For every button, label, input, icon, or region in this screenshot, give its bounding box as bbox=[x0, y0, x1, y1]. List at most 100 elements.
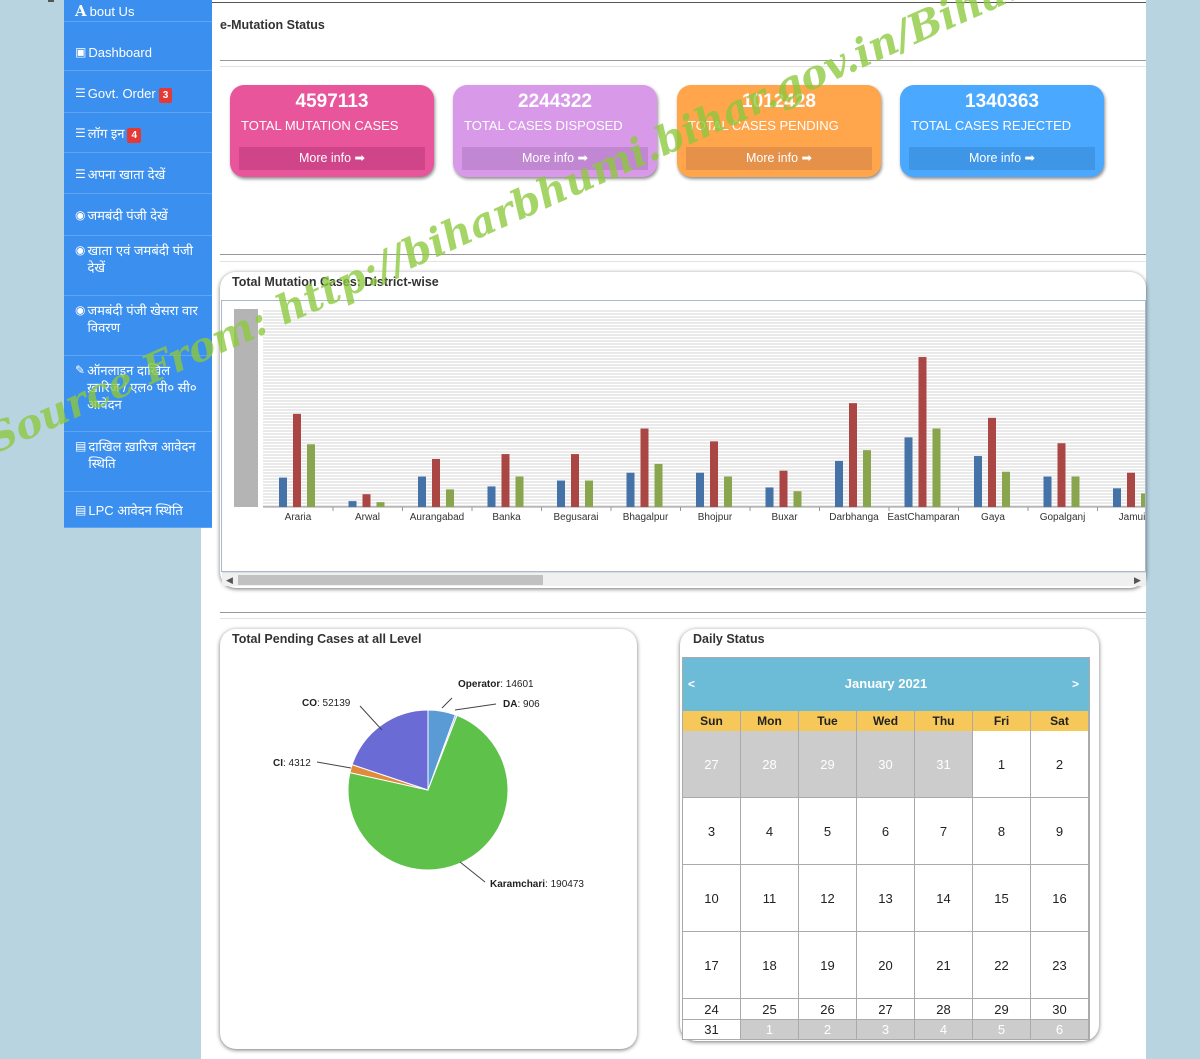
calendar-day[interactable]: 31 bbox=[683, 1020, 741, 1040]
calendar-day[interactable]: 6 bbox=[857, 798, 915, 865]
sidebar-item-label: खाता एवं जमबंदी पंजी देखें bbox=[87, 243, 194, 275]
calendar-day[interactable]: 21 bbox=[915, 932, 973, 999]
calendar-day[interactable]: 1 bbox=[741, 1020, 799, 1040]
stat-label: TOTAL CASES PENDING bbox=[688, 118, 839, 133]
sidebar-item[interactable]: ◉ खाता एवं जमबंदी पंजी देखें bbox=[64, 236, 212, 296]
calendar-day[interactable]: 2 bbox=[1031, 731, 1089, 798]
calendar-day[interactable]: 29 bbox=[973, 999, 1031, 1020]
x-tick-label: Banka bbox=[492, 512, 521, 523]
pie-label: CO: 52139 bbox=[302, 698, 351, 709]
calendar-day[interactable]: 17 bbox=[683, 932, 741, 999]
list-alt-icon: ▤ bbox=[75, 439, 87, 453]
sidebar-item[interactable]: ✎ ऑनलाइन दाखिल ख़ारिज / एल० पी० सी० आवेदन bbox=[64, 356, 212, 432]
calendar-day[interactable]: 8 bbox=[973, 798, 1031, 865]
top-border bbox=[212, 2, 1146, 3]
calendar-day[interactable]: 27 bbox=[857, 999, 915, 1020]
sidebar-item[interactable]: ☰ अपना खाता देखें bbox=[64, 154, 212, 194]
calendar-day[interactable]: 28 bbox=[915, 999, 973, 1020]
sidebar-item[interactable]: ▤ LPC आवेदन स्थिति bbox=[64, 492, 212, 528]
calendar-day[interactable]: 30 bbox=[1031, 999, 1089, 1020]
calendar-day[interactable]: 12 bbox=[799, 865, 857, 932]
sidebar-item[interactable]: ☰ लॉग इन 4 bbox=[64, 113, 212, 153]
calendar-day[interactable]: 3 bbox=[683, 798, 741, 865]
calendar-day[interactable]: 29 bbox=[799, 731, 857, 798]
bar bbox=[1043, 476, 1052, 507]
divider bbox=[220, 66, 1146, 67]
calendar-day[interactable]: 30 bbox=[857, 731, 915, 798]
calendar-day[interactable]: 5 bbox=[973, 1020, 1031, 1040]
calendar-day[interactable]: 23 bbox=[1031, 932, 1089, 999]
calendar-day[interactable]: 4 bbox=[915, 1020, 973, 1040]
more-info-link[interactable]: More info ➡ bbox=[462, 147, 648, 170]
scroll-thumb[interactable] bbox=[238, 575, 543, 585]
bar bbox=[765, 487, 774, 507]
calendar-day[interactable]: 3 bbox=[857, 1020, 915, 1040]
x-tick-label: Buxar bbox=[771, 512, 798, 523]
calendar-day-header: Wed bbox=[857, 711, 915, 731]
calendar-day[interactable]: 28 bbox=[741, 731, 799, 798]
calendar-day[interactable]: 10 bbox=[683, 865, 741, 932]
calendar-day[interactable]: 2 bbox=[799, 1020, 857, 1040]
calendar-prev-button[interactable]: < bbox=[688, 677, 696, 691]
stat-card: 2244322 TOTAL CASES DISPOSED More info ➡ bbox=[453, 85, 657, 177]
calendar: < January 2021 > Sun Mon Tue Wed Thu Fri Sat 27… bbox=[682, 657, 1090, 1040]
list-icon: ☰ bbox=[75, 125, 86, 140]
stat-card: 1012428 TOTAL CASES PENDING More info ➡ bbox=[677, 85, 881, 177]
calendar-day[interactable]: 16 bbox=[1031, 865, 1089, 932]
calendar-day[interactable]: 22 bbox=[973, 932, 1031, 999]
pie-connector bbox=[316, 761, 352, 769]
stat-card: 1340363 TOTAL CASES REJECTED More info ➡ bbox=[900, 85, 1104, 177]
calendar-day[interactable]: 6 bbox=[1031, 1020, 1089, 1040]
calendar-day[interactable]: 25 bbox=[741, 999, 799, 1020]
calendar-day[interactable]: 14 bbox=[915, 865, 973, 932]
chart-scrollbar[interactable]: ◀ ▶ bbox=[222, 572, 1146, 586]
calendar-day[interactable]: 11 bbox=[741, 865, 799, 932]
more-info-link[interactable]: More info ➡ bbox=[239, 147, 425, 170]
divider bbox=[220, 60, 1146, 61]
sidebar-item[interactable]: ◉ जमबंदी पंजी देखें bbox=[64, 195, 212, 236]
calendar-day[interactable]: 15 bbox=[973, 865, 1031, 932]
x-tick-label: Bhagalpur bbox=[623, 512, 669, 523]
divider bbox=[220, 261, 1146, 262]
more-info-link[interactable]: More info ➡ bbox=[909, 147, 1095, 170]
more-info-label: More info bbox=[521, 151, 575, 165]
calendar-day[interactable]: 20 bbox=[857, 932, 915, 999]
calendar-day[interactable]: 5 bbox=[799, 798, 857, 865]
calendar-day[interactable]: 18 bbox=[741, 932, 799, 999]
calendar-day[interactable]: 24 bbox=[683, 999, 741, 1020]
bar bbox=[988, 417, 996, 507]
dashboard-icon: ▣ bbox=[75, 44, 87, 59]
more-info-link[interactable]: More info ➡ bbox=[686, 147, 872, 170]
arrow-right-icon: ➡ bbox=[801, 151, 813, 165]
calendar-day[interactable]: 19 bbox=[799, 932, 857, 999]
calendar-day[interactable]: 31 bbox=[915, 731, 973, 798]
sidebar-item[interactable]: ▤ दाखिल ख़ारिज आवेदन स्थिति bbox=[64, 432, 212, 492]
calendar-day[interactable]: 7 bbox=[915, 798, 973, 865]
calendar-day[interactable]: 9 bbox=[1031, 798, 1089, 865]
pie-connector bbox=[454, 703, 497, 711]
pie-slice bbox=[347, 714, 509, 871]
calendar-day[interactable]: 13 bbox=[857, 865, 915, 932]
calendar-day[interactable]: 1 bbox=[973, 731, 1031, 798]
calendar-day[interactable]: 27 bbox=[683, 731, 741, 798]
bar bbox=[932, 428, 941, 507]
sidebar-item[interactable]: ◉ जमबंदी पंजी खेसरा वार विवरण bbox=[64, 296, 212, 356]
district-bar-chart: Araria Arwal Aurangabad Banka Begusarai Bhaga… bbox=[234, 309, 1145, 523]
bar bbox=[446, 489, 454, 507]
bar bbox=[307, 444, 315, 507]
bar bbox=[557, 480, 565, 507]
calendar-next-button[interactable]: > bbox=[1071, 677, 1079, 691]
stat-label: TOTAL CASES REJECTED bbox=[911, 118, 1072, 133]
bar bbox=[376, 502, 385, 507]
pie-label: Karamchari: 190473 bbox=[490, 879, 584, 890]
sidebar-item[interactable]: ▣ Dashboard bbox=[64, 33, 212, 71]
bar bbox=[1057, 443, 1066, 507]
scroll-left-icon[interactable]: ◀ bbox=[226, 575, 233, 585]
scroll-right-icon[interactable]: ▶ bbox=[1134, 575, 1141, 585]
pie-connector bbox=[459, 861, 486, 883]
bar bbox=[696, 472, 704, 507]
calendar-day[interactable]: 4 bbox=[741, 798, 799, 865]
sidebar-item[interactable]: ☰ Govt. Order 3 bbox=[64, 73, 212, 113]
calendar-day[interactable]: 26 bbox=[799, 999, 857, 1020]
